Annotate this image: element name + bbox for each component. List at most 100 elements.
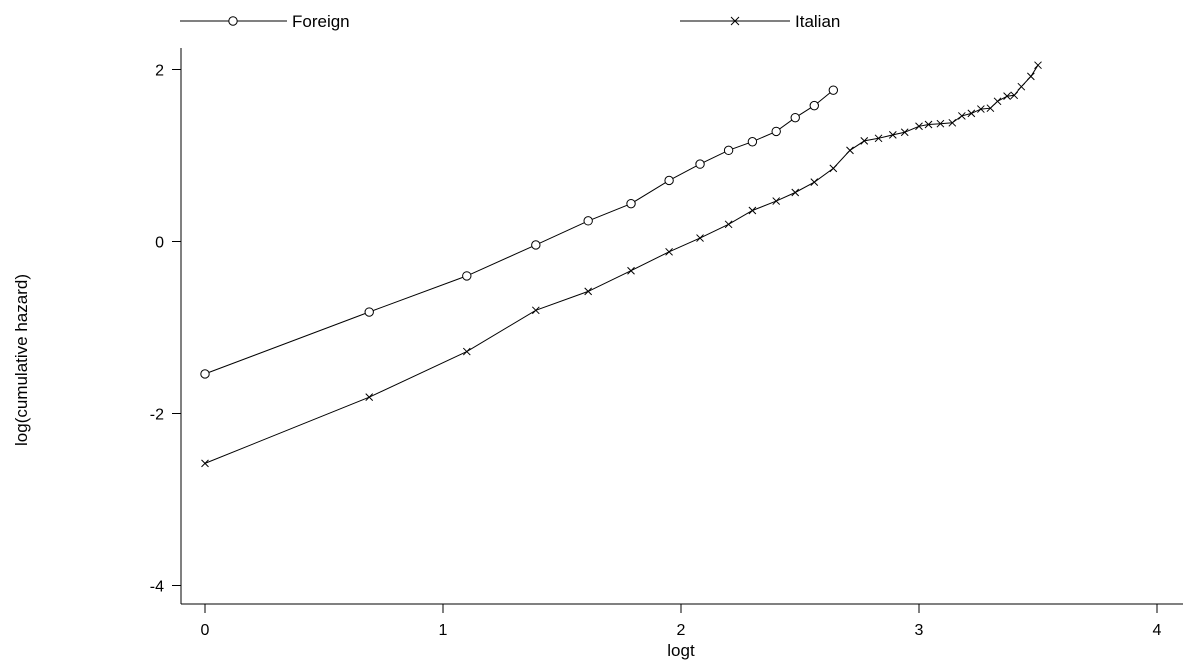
series-line-italian bbox=[204, 64, 1039, 464]
data-point-foreign-13 bbox=[828, 85, 839, 95]
x-tick-label-4: 4 bbox=[1153, 622, 1162, 639]
data-point-italian-5 bbox=[627, 266, 635, 275]
data-point-foreign-3 bbox=[531, 240, 541, 250]
data-point-italian-32 bbox=[1034, 61, 1042, 70]
data-point-foreign-6 bbox=[664, 175, 674, 186]
cross-stroke-b bbox=[365, 393, 374, 402]
x-axis-title: logt bbox=[667, 641, 695, 660]
data-point-italian-25 bbox=[977, 105, 985, 113]
data-point-foreign-0 bbox=[200, 369, 210, 379]
x-tick-label-2: 2 bbox=[677, 622, 686, 639]
data-point-italian-18 bbox=[900, 128, 909, 137]
data-point-foreign-2 bbox=[462, 271, 472, 281]
data-point-italian-8 bbox=[724, 220, 733, 229]
cross-stroke-b bbox=[874, 134, 883, 143]
cross-stroke-b bbox=[772, 197, 781, 205]
data-point-italian-2 bbox=[462, 347, 471, 356]
data-point-italian-3 bbox=[531, 306, 540, 315]
cross-stroke-b bbox=[993, 97, 1002, 106]
data-point-foreign-1 bbox=[364, 307, 374, 317]
plot-series bbox=[200, 61, 1042, 468]
cross-stroke-b bbox=[201, 459, 209, 468]
y-tick-label-1: -2 bbox=[150, 407, 164, 424]
data-point-italian-4 bbox=[584, 287, 593, 296]
cross-stroke-b bbox=[936, 119, 945, 128]
data-point-foreign-9 bbox=[747, 137, 758, 147]
data-point-italian-0 bbox=[201, 459, 209, 468]
cross-stroke-b bbox=[915, 122, 923, 131]
y-tick-label-2: 0 bbox=[155, 235, 164, 252]
y-tick-label-0: -4 bbox=[150, 579, 164, 596]
data-point-italian-26 bbox=[986, 104, 995, 113]
data-point-italian-1 bbox=[365, 393, 374, 402]
legend-marker-italian bbox=[730, 16, 740, 26]
legend-entry-foreign: Foreign bbox=[180, 12, 350, 31]
data-point-italian-29 bbox=[1010, 91, 1019, 100]
data-point-foreign-10 bbox=[771, 126, 781, 137]
legend-label-foreign: Foreign bbox=[292, 12, 350, 31]
data-point-foreign-12 bbox=[809, 100, 819, 111]
data-point-italian-31 bbox=[1027, 72, 1035, 81]
cross-stroke-b bbox=[531, 306, 540, 315]
cross-stroke-b bbox=[1027, 72, 1035, 81]
data-point-italian-6 bbox=[665, 247, 673, 256]
cross-stroke-b bbox=[948, 118, 957, 127]
cross-stroke-b bbox=[957, 112, 966, 120]
cross-stroke-b bbox=[665, 247, 673, 256]
data-point-italian-15 bbox=[860, 137, 869, 145]
data-point-italian-17 bbox=[888, 131, 897, 139]
cross-stroke-b bbox=[696, 234, 704, 242]
cross-stroke-b bbox=[967, 109, 976, 118]
x-tick-label-0: 0 bbox=[201, 622, 210, 639]
y-axis-title: log(cumulative hazard) bbox=[12, 274, 31, 446]
cross-stroke-b bbox=[1003, 92, 1011, 101]
data-point-italian-23 bbox=[957, 112, 966, 120]
cross-stroke-b bbox=[888, 131, 897, 139]
data-point-italian-10 bbox=[772, 197, 781, 205]
legend: Foreign Italian bbox=[180, 12, 840, 31]
cross-stroke-b bbox=[977, 105, 985, 113]
cross-stroke-b bbox=[627, 266, 635, 275]
data-point-italian-28 bbox=[1003, 92, 1011, 101]
data-point-italian-24 bbox=[967, 109, 976, 118]
cross-stroke-b bbox=[1010, 91, 1019, 100]
cross-stroke-b bbox=[900, 128, 909, 137]
data-point-foreign-5 bbox=[626, 198, 636, 209]
cross-stroke-b bbox=[1017, 82, 1026, 91]
cross-stroke-b bbox=[924, 120, 933, 129]
cross-stroke-b bbox=[748, 206, 757, 215]
data-point-italian-12 bbox=[810, 178, 819, 187]
data-point-foreign-11 bbox=[790, 112, 800, 123]
cross-stroke-b bbox=[860, 137, 869, 145]
x-tick-label-1: 1 bbox=[439, 622, 448, 639]
legend-marker-foreign bbox=[228, 16, 238, 26]
data-point-italian-30 bbox=[1017, 82, 1026, 91]
data-point-italian-13 bbox=[829, 164, 838, 173]
data-point-foreign-7 bbox=[695, 159, 705, 169]
y-tick-label-3: 2 bbox=[155, 63, 164, 80]
cross-stroke-b bbox=[724, 220, 733, 229]
cross-stroke-b bbox=[846, 146, 854, 155]
legend-entry-italian: Italian bbox=[680, 12, 840, 31]
data-point-italian-16 bbox=[874, 134, 883, 143]
cross-stroke-b bbox=[810, 178, 819, 187]
data-point-italian-7 bbox=[696, 234, 704, 242]
data-point-italian-14 bbox=[846, 146, 854, 155]
legend-label-italian: Italian bbox=[795, 12, 840, 31]
cross-stroke-b bbox=[462, 347, 471, 356]
data-point-italian-9 bbox=[748, 206, 757, 215]
y-axis: -4 -2 0 2 log(cumulative hazard) bbox=[12, 48, 182, 604]
series-line-foreign bbox=[204, 89, 834, 375]
cross-stroke-b bbox=[1034, 61, 1042, 70]
y-ticks: -4 -2 0 2 bbox=[150, 63, 181, 596]
cross-stroke-b bbox=[829, 164, 838, 173]
data-point-italian-22 bbox=[948, 118, 957, 127]
data-point-italian-19 bbox=[915, 122, 923, 131]
series-foreign bbox=[200, 85, 839, 379]
x-axis: 0 1 2 3 4 logt bbox=[181, 603, 1183, 660]
data-point-foreign-4 bbox=[583, 216, 593, 226]
data-point-italian-27 bbox=[993, 97, 1002, 106]
x-tick-label-3: 3 bbox=[915, 622, 924, 639]
cross-stroke-b bbox=[791, 188, 800, 197]
